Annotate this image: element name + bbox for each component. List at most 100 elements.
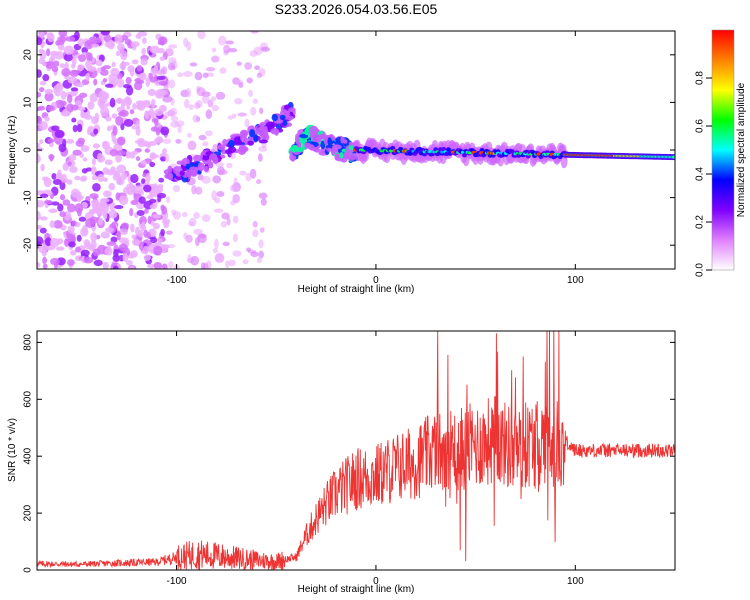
- spectrogram-cell: [216, 190, 225, 198]
- spectrogram-cell: [104, 227, 114, 233]
- spectrogram-cell: [67, 259, 75, 266]
- spectrogram-cell: [104, 83, 114, 88]
- spectrogram-cell: [39, 139, 44, 145]
- spectrogram-ytick-label: -10: [23, 190, 34, 205]
- spectrogram-cell: [205, 130, 213, 137]
- spectrogram-cell: [195, 186, 203, 195]
- spectrogram-cell: [141, 47, 146, 56]
- spectrogram-cell: [343, 152, 350, 158]
- spectrogram-cell: [49, 154, 54, 162]
- spectrogram-cell: [69, 249, 77, 256]
- spectrogram-cell: [152, 222, 160, 230]
- spectrogram-cell: [170, 120, 179, 128]
- colorbar-tick-label: 0.2: [695, 215, 706, 229]
- spectrogram-cell: [167, 165, 173, 173]
- spectrogram-cell: [197, 169, 202, 175]
- spectrogram-cell: [70, 63, 76, 69]
- spectrogram-cell: [110, 236, 118, 243]
- spectrogram-cell: [189, 62, 198, 67]
- spectrogram-cell: [37, 236, 44, 245]
- spectrogram-cell: [83, 256, 94, 264]
- spectrogram-cell: [151, 185, 159, 193]
- spectrogram-cell: [114, 34, 123, 44]
- spectrogram-cell: [197, 31, 206, 40]
- spectrogram-cell: [197, 162, 205, 172]
- spectrogram-cell: [118, 243, 128, 252]
- spectrogram-cell: [39, 193, 49, 198]
- spectrogram-cell: [144, 110, 150, 119]
- spectrogram-xtick-label: 0: [373, 275, 379, 286]
- spectrogram-cell: [185, 163, 190, 170]
- spectrogram-cell: [172, 184, 181, 193]
- spectrogram-cell: [186, 41, 192, 52]
- spectrogram-cell: [59, 181, 66, 191]
- spectrogram-cell: [144, 148, 151, 153]
- spectrogram-cell: [247, 140, 254, 146]
- spectrogram-cell: [100, 31, 111, 36]
- spectrogram-cell: [59, 211, 67, 218]
- spectrogram-cell: [91, 43, 100, 48]
- spectrogram-cell: [99, 198, 110, 203]
- snr-ytick-label: 800: [23, 334, 34, 351]
- spectrogram-cell: [236, 61, 242, 66]
- spectrogram-cell: [193, 228, 203, 235]
- spectrogram-cell: [153, 261, 163, 269]
- spectrogram-ytick-label: 0: [23, 147, 34, 153]
- spectrogram-cell: [509, 149, 515, 154]
- spectrogram-cell: [59, 194, 66, 201]
- spectrogram-cell: [37, 200, 45, 208]
- spectrogram-cell: [57, 203, 64, 212]
- spectrogram-cell: [119, 62, 127, 70]
- spectrogram-cell: [67, 94, 73, 104]
- spectrogram-cell: [228, 139, 235, 148]
- spectrogram-cell: [65, 36, 76, 42]
- spectrogram-cell: [168, 57, 177, 66]
- spectrogram-cell: [37, 142, 41, 148]
- spectrogram-cell: [100, 231, 111, 239]
- spectrogram-cell: [136, 79, 145, 85]
- spectrogram-cell: [85, 51, 91, 61]
- spectrogram-cell: [115, 192, 121, 201]
- spectrogram-cell: [320, 140, 326, 150]
- spectrogram-cell: [257, 153, 263, 162]
- spectrogram-cell: [165, 230, 173, 235]
- spectrogram-cell: [111, 113, 118, 119]
- spectrogram-cell: [326, 147, 333, 152]
- spectrogram-cell: [148, 141, 157, 146]
- spectrogram-ytick-label: 10: [23, 96, 34, 108]
- spectrogram-cell: [214, 197, 221, 204]
- spectrogram-cell: [124, 96, 132, 104]
- spectrogram-cell: [78, 216, 87, 222]
- spectrogram-cell: [96, 67, 102, 74]
- spectrogram-cell: [131, 238, 140, 246]
- spectrogram-cell: [222, 138, 228, 146]
- spectrogram-cell: [43, 199, 53, 205]
- colorbar-label: Normalized spectral amplitude: [736, 82, 747, 217]
- spectrogram-cell: [129, 68, 135, 77]
- spectrogram-cell: [143, 184, 152, 193]
- spectrogram-cell: [38, 243, 48, 254]
- spectrogram-cell: [216, 92, 225, 100]
- spectrogram-cell: [518, 144, 526, 153]
- spectrogram-cell: [43, 177, 52, 188]
- spectrogram-cell: [135, 156, 141, 162]
- spectrogram-cell: [85, 60, 93, 69]
- spectrogram-cell: [223, 44, 231, 54]
- spectrogram-cell: [171, 209, 177, 216]
- spectrogram-cell: [89, 93, 98, 103]
- spectrogram-cell: [109, 201, 116, 212]
- spectrogram-cell: [166, 196, 171, 204]
- spectrogram-xtick-label: -100: [167, 275, 187, 286]
- spectrogram-cell: [120, 172, 128, 181]
- spectrogram-cell: [254, 65, 260, 71]
- spectrogram-cell: [71, 69, 80, 75]
- spectrogram-cell: [71, 56, 77, 66]
- spectrogram-cell: [110, 166, 116, 174]
- spectrogram-cell: [37, 69, 42, 78]
- spectrogram-cell: [39, 31, 45, 39]
- spectrogram-cell: [51, 125, 60, 132]
- spectrogram-cell: [66, 203, 76, 213]
- snr-ticks: -100 0 100 0 200 400 600 800: [23, 331, 675, 587]
- spectrogram-cell: [84, 241, 91, 250]
- spectrogram-xlabel: Height of straight line (km): [298, 284, 415, 295]
